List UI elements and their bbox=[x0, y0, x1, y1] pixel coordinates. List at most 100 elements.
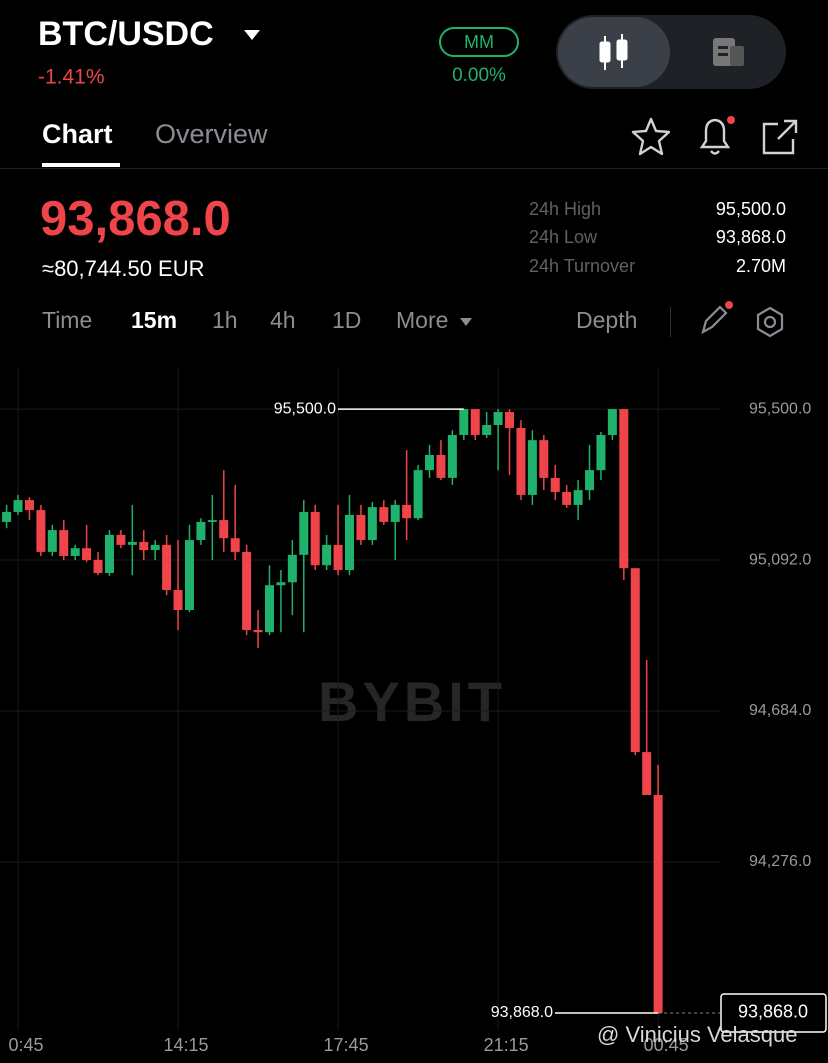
share-icon[interactable] bbox=[762, 119, 798, 155]
last-price-label: 93,868.0 bbox=[738, 1002, 808, 1022]
credit: @ Vinicius Velasque bbox=[597, 1022, 798, 1047]
candle-body bbox=[242, 551, 252, 630]
candle-body bbox=[539, 440, 549, 478]
y-tick-label: 94,684.0 bbox=[749, 702, 811, 719]
candle-body bbox=[322, 544, 332, 566]
candle-body bbox=[573, 490, 583, 505]
candle-body bbox=[36, 510, 46, 552]
tab-chart[interactable]: Chart bbox=[42, 119, 113, 149]
candle-body bbox=[619, 409, 629, 569]
settings-icon-core bbox=[763, 315, 777, 329]
candle-body bbox=[402, 504, 412, 519]
alert-dot bbox=[727, 116, 735, 124]
news-icon[interactable] bbox=[713, 38, 744, 66]
candle-body bbox=[196, 521, 206, 541]
divider bbox=[0, 168, 828, 169]
converted-price: ≈80,744.50 EUR bbox=[42, 256, 205, 281]
interval[interactable]: 4h bbox=[270, 307, 296, 333]
candle-body bbox=[653, 795, 663, 1013]
candle-body bbox=[287, 554, 297, 583]
last-price-box bbox=[720, 993, 827, 1033]
candle-body bbox=[459, 409, 469, 435]
candle-body bbox=[59, 530, 69, 556]
candle-body bbox=[607, 409, 617, 435]
favorite-icon[interactable] bbox=[631, 117, 671, 156]
candle-body bbox=[436, 454, 446, 478]
depth-tab[interactable]: Depth bbox=[576, 307, 637, 333]
tab-underline bbox=[42, 163, 120, 167]
tab-overview[interactable]: Overview bbox=[155, 119, 268, 149]
pair-title[interactable]: BTC/USDC bbox=[38, 15, 214, 53]
candle-body bbox=[585, 470, 595, 491]
candle-body bbox=[493, 412, 503, 425]
candle-body bbox=[276, 582, 286, 586]
interval[interactable]: 1D bbox=[332, 307, 361, 333]
x-tick-label: 17:45 bbox=[324, 1035, 369, 1055]
stat-label: 24h High bbox=[529, 199, 601, 219]
stat-value: 2.70M bbox=[736, 256, 786, 276]
candle-body bbox=[2, 511, 12, 522]
candle-body bbox=[447, 434, 457, 478]
pair-dropdown[interactable] bbox=[244, 30, 260, 40]
interval[interactable]: Time bbox=[42, 307, 92, 333]
y-tick-label: 94,276.0 bbox=[749, 853, 811, 870]
stat-label: 24h Turnover bbox=[529, 256, 635, 276]
candle-body bbox=[70, 548, 80, 556]
toggle-chart[interactable] bbox=[558, 17, 670, 87]
candle-body bbox=[219, 520, 229, 539]
change: -1.41% bbox=[38, 66, 105, 89]
mm-label: MM bbox=[464, 32, 494, 52]
interval-active[interactable]: 15m bbox=[131, 307, 177, 333]
candle-body bbox=[162, 544, 172, 591]
candle-body bbox=[47, 530, 57, 552]
candle-icon bbox=[599, 34, 628, 70]
candle-body bbox=[299, 511, 309, 555]
candle-body bbox=[82, 548, 92, 561]
candle-body bbox=[207, 520, 217, 522]
mm-pill[interactable] bbox=[439, 27, 519, 57]
candle-body bbox=[93, 560, 103, 574]
watermark: BYBIT bbox=[318, 670, 506, 733]
plot: 95,500.0 95,092.0 94,684.0 94,276.0 0:45 14:1… bbox=[0, 368, 827, 1055]
y-tick-label: 95,092.0 bbox=[749, 551, 811, 568]
candle-body bbox=[642, 752, 652, 796]
stat-value: 93,868.0 bbox=[716, 227, 786, 247]
candle-body bbox=[505, 412, 515, 428]
candle-body bbox=[253, 629, 263, 633]
candle-body bbox=[516, 427, 526, 495]
alert-icon[interactable] bbox=[699, 118, 731, 155]
settings-icon[interactable] bbox=[756, 306, 784, 338]
interval[interactable]: 1h bbox=[212, 307, 238, 333]
candle-body bbox=[482, 424, 492, 435]
candle-body bbox=[413, 470, 423, 519]
draw-dot bbox=[725, 301, 733, 309]
candle-body bbox=[104, 534, 114, 574]
candle-body bbox=[367, 507, 377, 541]
candle-body bbox=[425, 454, 435, 471]
last-price: 93,868.0 bbox=[40, 192, 231, 246]
high-marker-label: 95,500.0 bbox=[274, 400, 336, 417]
stat-label: 24h Low bbox=[529, 227, 598, 247]
draw-icon[interactable] bbox=[701, 305, 728, 335]
candle-body bbox=[390, 504, 400, 522]
candle-body bbox=[333, 544, 343, 571]
interval-more[interactable]: More bbox=[396, 307, 448, 333]
candle-body bbox=[173, 590, 183, 611]
candle-body bbox=[562, 491, 572, 505]
candle-body bbox=[127, 541, 137, 545]
candle-body bbox=[116, 534, 126, 545]
low-marker-label: 93,868.0 bbox=[491, 1004, 553, 1021]
candle-body bbox=[264, 585, 274, 633]
candle-body bbox=[356, 514, 366, 541]
x-tick-label: 21:15 bbox=[484, 1035, 529, 1055]
candle-body bbox=[139, 541, 149, 551]
candle-body bbox=[527, 440, 537, 495]
candle-body bbox=[310, 511, 320, 566]
candle-body bbox=[24, 500, 34, 511]
candle-body bbox=[345, 514, 354, 571]
candle-body bbox=[379, 507, 389, 522]
candle-body bbox=[550, 477, 560, 492]
x-tick-label: 14:15 bbox=[164, 1035, 209, 1055]
